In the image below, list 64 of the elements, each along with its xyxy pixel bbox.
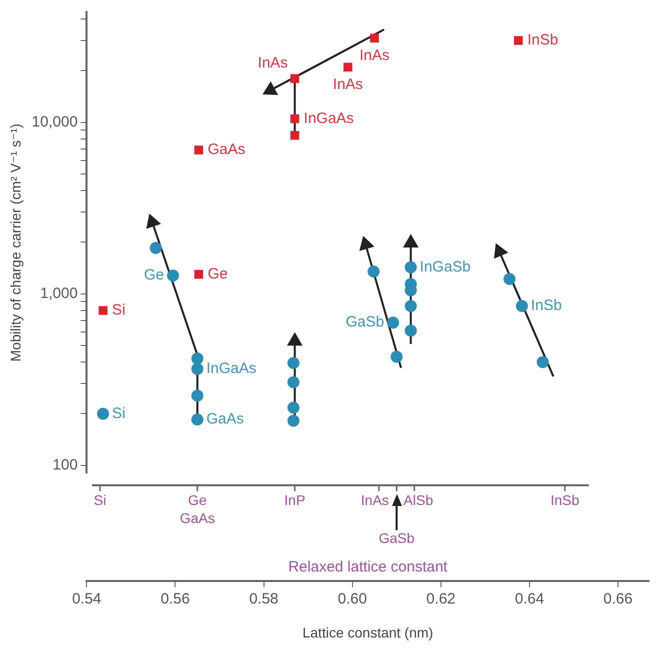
annotation: Si <box>112 302 126 319</box>
x-tick-label: 0.64 <box>514 590 544 608</box>
point <box>516 300 528 312</box>
point <box>97 408 110 420</box>
point <box>368 266 380 278</box>
x-tick-label: 0.62 <box>426 590 456 608</box>
point <box>287 357 300 370</box>
annotation: Ge <box>208 265 228 282</box>
point <box>390 350 403 363</box>
x-tick-label: 0.56 <box>160 590 190 608</box>
y-tick-label: 10,000 <box>32 113 78 130</box>
annotation: Ge <box>144 266 164 284</box>
x-axis-title: Lattice constant (nm) <box>302 624 434 640</box>
ref-line-label: GaSb <box>378 530 415 546</box>
annotation: InAs <box>258 54 288 72</box>
x-tick-label: 0.66 <box>603 590 633 608</box>
point <box>191 352 204 364</box>
annotation: InGaAs <box>206 360 256 378</box>
y-tick-label: 100 <box>52 456 78 474</box>
point <box>287 402 300 414</box>
point <box>287 376 300 388</box>
point <box>387 316 400 329</box>
point <box>290 114 300 124</box>
annotation: GaSb <box>346 314 384 331</box>
point <box>287 414 300 427</box>
ref-line-label: Ge GaAs <box>180 492 215 526</box>
ref-line-label: InAs <box>360 492 389 508</box>
point <box>290 74 300 83</box>
point <box>504 273 516 286</box>
point <box>536 356 549 368</box>
y-axis-title: Mobility of charge carrier (cm² V⁻¹ s⁻¹) <box>7 124 24 362</box>
point <box>150 242 162 254</box>
x-tick-label: 0.54 <box>72 590 102 608</box>
point <box>344 62 352 72</box>
annotation: InGaAs <box>304 110 354 127</box>
x-tick-label: 0.58 <box>249 590 278 608</box>
point <box>167 269 180 282</box>
point <box>290 130 300 140</box>
annotation: GaAs <box>206 410 244 428</box>
annotation: InAs <box>332 76 363 94</box>
ref-line-label: AlSb <box>404 492 434 508</box>
annotation: GaAs <box>208 141 246 158</box>
point <box>194 270 204 279</box>
point <box>514 36 523 45</box>
point <box>191 390 204 402</box>
annotation: Si <box>112 404 126 422</box>
point <box>404 261 417 274</box>
point <box>98 306 108 315</box>
ref-line-label: InP <box>284 492 306 508</box>
point <box>370 34 379 42</box>
ref-line-label: Si <box>94 492 106 508</box>
x-tick-label: 0.60 <box>338 590 367 608</box>
annotation: InAs <box>359 47 390 64</box>
ref-line-label: InSb <box>550 492 580 508</box>
point <box>191 414 204 426</box>
text: Relaxed lattice constant <box>288 558 448 576</box>
annotation: InGaSb <box>420 258 471 276</box>
point <box>404 324 417 337</box>
annotation: InSb <box>527 32 558 49</box>
point <box>191 362 204 375</box>
y-tick-label: 1,000 <box>40 284 78 302</box>
point <box>194 146 204 154</box>
annotation: InSb <box>530 297 562 314</box>
point <box>404 300 417 312</box>
